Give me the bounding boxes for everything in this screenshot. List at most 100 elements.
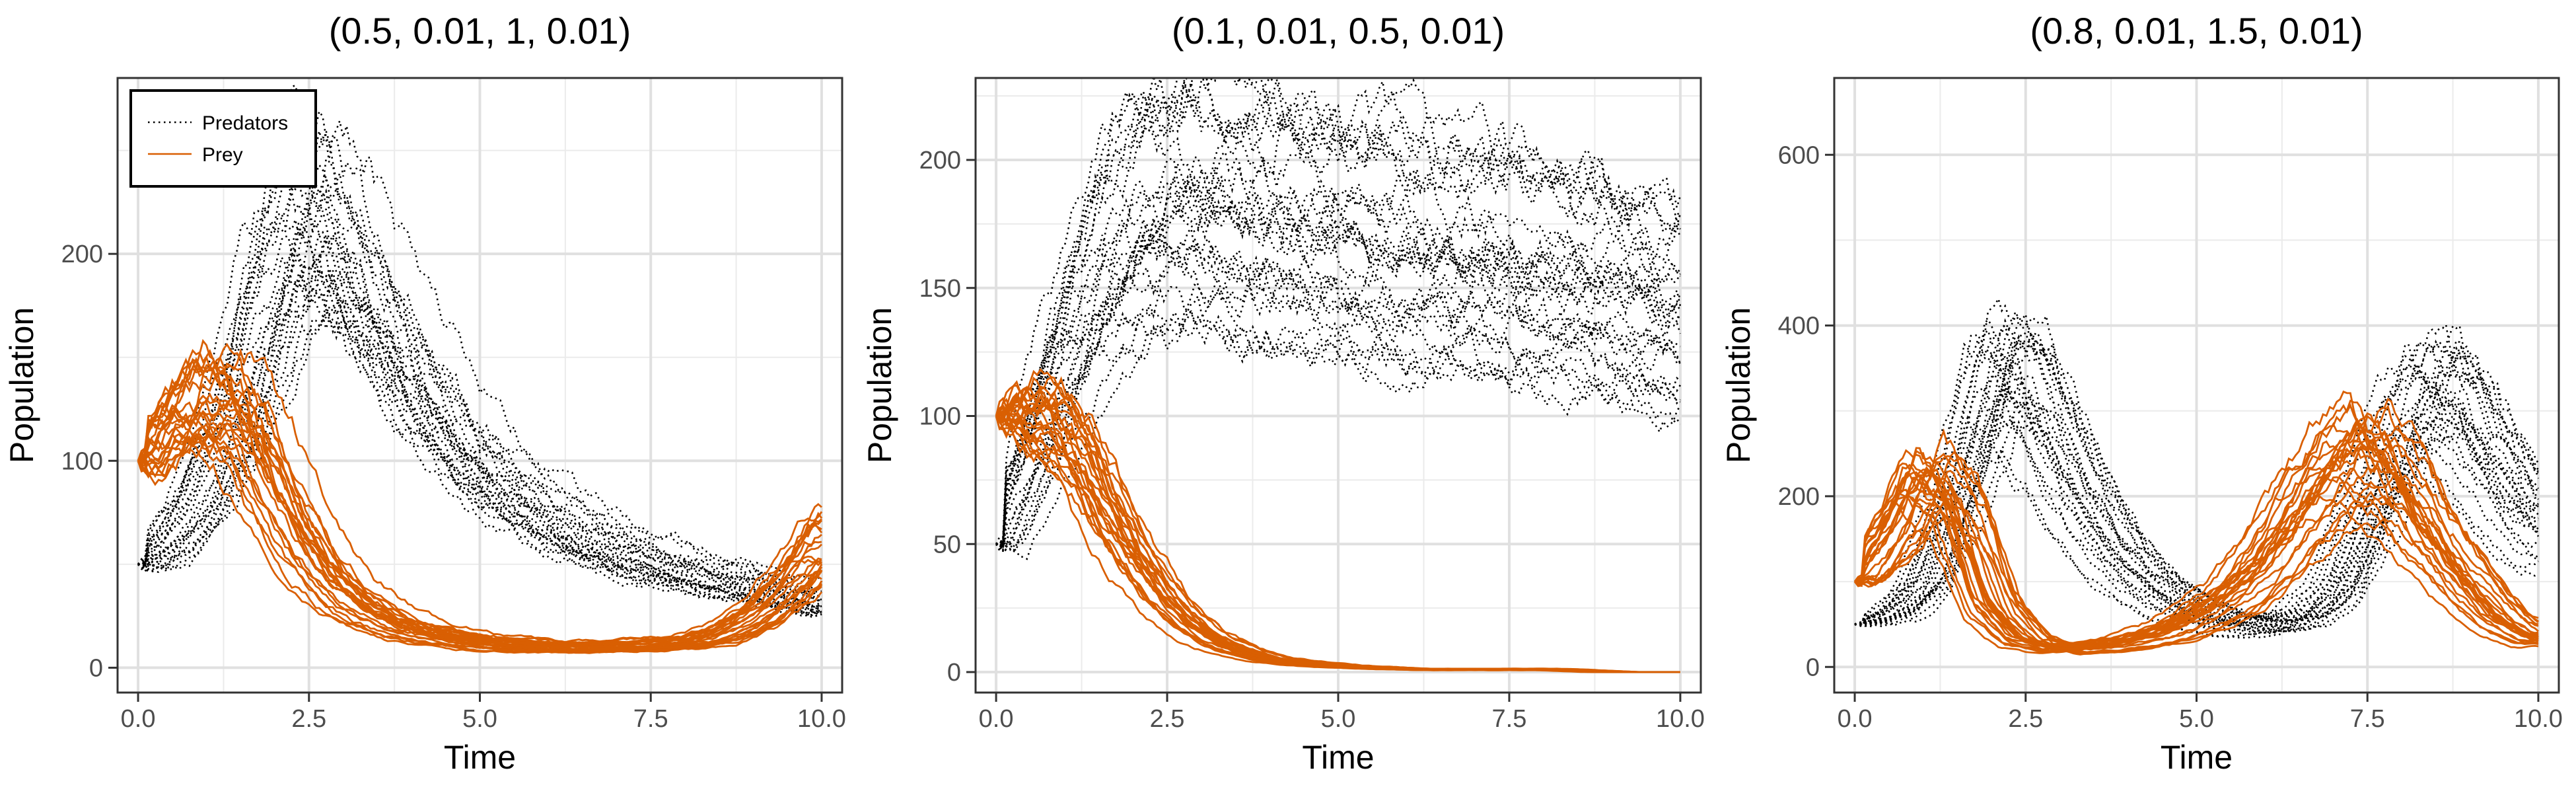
- prey-run-line: [1854, 490, 2539, 655]
- prey-run-line: [1854, 476, 2539, 652]
- prey-run-line: [137, 400, 822, 649]
- prey-run-line: [1854, 404, 2539, 648]
- predators-run-line: [1854, 313, 2540, 626]
- predators-run-line: [995, 78, 1682, 545]
- predators-run-line: [995, 156, 1681, 549]
- plot-area: [137, 84, 823, 654]
- y-axis-label: Population: [1720, 307, 1757, 463]
- predators-run-line: [1854, 372, 2540, 628]
- x-tick-label: 7.5: [633, 705, 668, 733]
- prey-run-line: [1854, 467, 2539, 651]
- predators-run-line: [1854, 443, 2539, 639]
- prey-run-line: [1853, 437, 2539, 650]
- predators-run-line: [1854, 324, 2540, 626]
- predators-run-line: [137, 189, 822, 599]
- prey-run-line: [1854, 435, 2539, 651]
- predators-run-line: [995, 122, 1681, 552]
- y-tick-label: 200: [61, 241, 103, 268]
- y-tick-label: 600: [1778, 141, 1820, 169]
- plot-area: [1853, 296, 2540, 656]
- predators-run-line: [995, 227, 1682, 548]
- predators-run-line: [995, 240, 1681, 548]
- prey-run-line: [137, 409, 823, 651]
- legend-label-prey: Prey: [202, 144, 243, 166]
- panel-middle: (0.1, 0.01, 0.5, 0.01) Time Population 0…: [861, 10, 1705, 776]
- predators-run-line: [137, 131, 822, 599]
- y-tick-label: 0: [1806, 654, 1820, 681]
- plot-area: [995, 78, 1682, 673]
- predators-run-line: [137, 249, 822, 612]
- predators-run-line: [995, 255, 1681, 546]
- predators-run-line: [995, 179, 1682, 548]
- prey-run-line: [137, 348, 822, 644]
- x-tick-label: 5.0: [2179, 705, 2214, 733]
- y-tick-label: 200: [919, 147, 961, 174]
- predators-run-line: [1854, 354, 2539, 625]
- predators-run-line: [995, 78, 1682, 547]
- series-prey: [995, 367, 1680, 673]
- predators-run-line: [995, 289, 1681, 560]
- predators-run-line: [995, 80, 1682, 545]
- predators-run-line: [995, 230, 1680, 548]
- prey-run-line: [995, 367, 1680, 673]
- x-tick-label: 0.0: [979, 705, 1014, 733]
- series-predators: [995, 78, 1682, 560]
- x-tick-label: 2.5: [291, 705, 326, 733]
- prey-run-line: [137, 349, 822, 645]
- predators-run-line: [137, 276, 822, 618]
- predators-run-line: [1854, 415, 2539, 637]
- panel-title: (0.1, 0.01, 0.5, 0.01): [1172, 10, 1505, 52]
- x-tick-label: 10.0: [2514, 705, 2563, 733]
- x-tick-label: 0.0: [121, 705, 156, 733]
- gridlines: [1834, 78, 2559, 693]
- y-tick-label: 400: [1778, 313, 1820, 340]
- x-tick-label: 10.0: [797, 705, 846, 733]
- x-axis-label: Time: [444, 739, 516, 776]
- prey-run-line: [137, 418, 822, 654]
- prey-run-line: [1854, 494, 2539, 654]
- panel-right: (0.8, 0.01, 1.5, 0.01) Time Population 0…: [1720, 10, 2563, 776]
- predators-run-line: [137, 180, 822, 605]
- predators-run-line: [137, 130, 822, 595]
- x-tick-label: 7.5: [1492, 705, 1527, 733]
- series-prey: [137, 338, 823, 654]
- predators-run-line: [137, 98, 822, 591]
- predators-run-line: [995, 78, 1682, 545]
- x-tick-label: 7.5: [2350, 705, 2385, 733]
- prey-run-line: [995, 415, 1680, 673]
- x-tick-label: 0.0: [1838, 705, 1873, 733]
- x-axis-label: Time: [2161, 739, 2233, 776]
- x-tick-label: 5.0: [462, 705, 497, 733]
- prey-run-line: [137, 397, 822, 649]
- predators-run-line: [1854, 350, 2539, 626]
- predators-run-line: [137, 84, 822, 590]
- series-predators: [137, 84, 823, 618]
- prey-run-line: [1854, 390, 2539, 647]
- y-tick-label: 50: [933, 531, 961, 558]
- predators-run-line: [995, 293, 1681, 552]
- panel-title: (0.8, 0.01, 1.5, 0.01): [2030, 10, 2363, 52]
- panel-left: (0.5, 0.01, 1, 0.01) Time Population 0.0…: [3, 10, 846, 776]
- panel-title: (0.5, 0.01, 1, 0.01): [329, 10, 631, 52]
- y-tick-label: 200: [1778, 483, 1820, 511]
- series-prey: [1853, 390, 2539, 656]
- y-tick-label: 0: [89, 654, 103, 682]
- y-axis-label: Population: [3, 307, 40, 463]
- prey-run-line: [1854, 511, 2539, 656]
- predators-run-line: [995, 158, 1681, 552]
- prey-run-line: [137, 408, 822, 653]
- y-axis-label: Population: [861, 307, 898, 463]
- prey-run-line: [1854, 429, 2539, 649]
- x-tick-label: 10.0: [1656, 705, 1705, 733]
- prey-run-line: [137, 356, 822, 646]
- predators-run-line: [995, 231, 1682, 553]
- y-tick-label: 150: [919, 275, 961, 303]
- x-axis-label: Time: [1302, 739, 1374, 776]
- predators-run-line: [1854, 336, 2539, 626]
- y-tick-label: 100: [61, 447, 103, 475]
- legend: Predators Prey: [129, 89, 317, 188]
- x-tick-label: 2.5: [1150, 705, 1185, 733]
- predators-run-line: [995, 150, 1682, 547]
- y-tick-label: 0: [947, 659, 961, 687]
